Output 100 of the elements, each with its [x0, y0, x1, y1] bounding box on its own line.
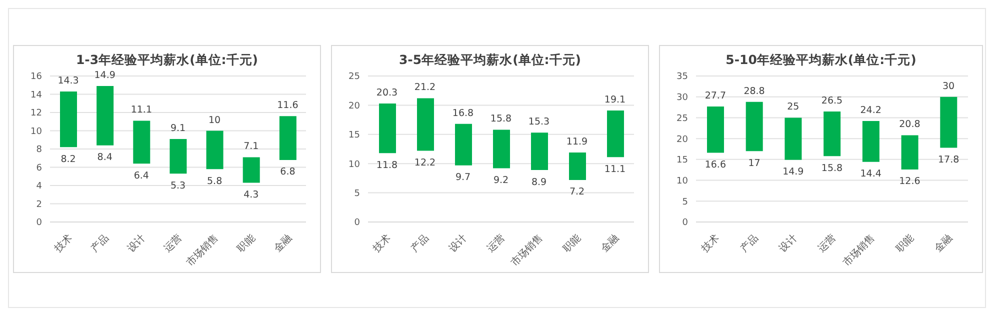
y-tick-label: 15: [348, 130, 360, 141]
y-tick-label: 25: [676, 114, 688, 124]
bar: [455, 124, 472, 166]
x-tick-label: 职能: [893, 232, 916, 255]
chart-title: 1-3年经验平均薪水(单位:千元): [74, 52, 259, 69]
x-tick-label: 市场销售: [840, 232, 878, 269]
x-tick-label: 设计: [446, 232, 470, 255]
bar: [901, 135, 918, 170]
annotation: 5.3: [170, 180, 186, 192]
x-tick-label: 技术: [370, 232, 394, 256]
bar: [531, 132, 548, 170]
bar: [133, 120, 150, 164]
y-tick-label: 20: [676, 134, 688, 145]
y-tick-label: 15: [676, 156, 688, 166]
annotation: 26.5: [821, 95, 843, 106]
annotation: 11.9: [566, 136, 588, 148]
bar: [60, 92, 77, 148]
annotation: 14.9: [782, 166, 804, 178]
annotation: 19.1: [604, 94, 626, 106]
annotation: 16.6: [704, 160, 726, 170]
x-tick-label: 职能: [560, 232, 584, 255]
bar: [784, 118, 802, 160]
annotation: 10: [208, 114, 221, 126]
annotation: 9.2: [493, 175, 509, 186]
annotation: 5.8: [207, 176, 222, 187]
bar: [417, 98, 434, 151]
bar: [862, 121, 880, 162]
y-tick-label: 6: [36, 163, 42, 174]
y-tick-label: 10: [676, 176, 688, 186]
bar: [824, 111, 841, 156]
annotation: 8.2: [60, 154, 76, 165]
bar: [206, 130, 224, 170]
annotation: 15.8: [821, 162, 843, 174]
x-tick-label: 金融: [598, 232, 622, 255]
annotation: 11.6: [277, 100, 298, 112]
bar: [607, 110, 624, 158]
annotation: 6.8: [280, 166, 296, 178]
y-tick-label: 5: [354, 188, 360, 199]
x-tick-label: 产品: [408, 232, 432, 255]
y-tick-label: 14: [30, 90, 42, 100]
annotation: 11.1: [130, 104, 152, 116]
annotation: 20.3: [376, 87, 398, 98]
annotation: 9.7: [455, 172, 471, 184]
y-tick-label: 10: [30, 126, 42, 137]
y-tick-label: 0: [354, 218, 360, 228]
annotation: 12.6: [899, 176, 920, 188]
annotation: 28.8: [744, 86, 765, 97]
annotation: 30: [942, 80, 955, 92]
x-tick-label: 设计: [125, 232, 148, 255]
annotation: 14.4: [860, 168, 882, 180]
chart-title: 5-10年经验平均薪水(单位:千元): [724, 52, 918, 69]
y-tick-label: 16: [30, 72, 42, 82]
x-tick-label: 金融: [932, 232, 955, 255]
y-tick-label: 20: [348, 101, 360, 112]
annotation: 17: [748, 158, 760, 169]
bar: [96, 86, 114, 146]
x-tick-label: 市场销售: [508, 232, 546, 269]
x-tick-label: 技术: [698, 232, 722, 256]
bar: [707, 106, 724, 153]
annotation: 27.7: [704, 90, 726, 102]
y-tick-label: 0: [682, 218, 688, 228]
annotation: 8.4: [97, 152, 112, 164]
y-tick-label: 8: [36, 145, 42, 156]
annotation: 4.3: [244, 190, 259, 201]
x-tick-label: 运营: [484, 232, 508, 255]
x-tick-label: 金融: [271, 232, 294, 255]
x-tick-label: 技术: [51, 232, 75, 256]
annotation: 14.9: [94, 70, 116, 82]
x-tick-label: 产品: [738, 232, 761, 255]
y-tick-label: 0: [36, 218, 42, 228]
annotation: 17.8: [938, 154, 960, 166]
annotation: 20.8: [899, 119, 920, 130]
x-tick-label: 产品: [88, 232, 112, 255]
y-tick-label: 25: [348, 72, 360, 82]
y-tick-label: 10: [348, 160, 360, 170]
bar: [746, 102, 763, 152]
annotation: 25: [787, 102, 800, 113]
x-tick-label: 运营: [816, 232, 838, 255]
bar: [170, 138, 187, 174]
y-tick-label: 5: [682, 197, 688, 208]
bar: [493, 130, 510, 168]
annotation: 7.1: [244, 141, 259, 152]
chart-title: 3-5年经验平均薪水(单位:千元): [398, 52, 582, 69]
annotation: 16.8: [452, 108, 474, 119]
annotation: 15.3: [528, 116, 550, 128]
y-tick-label: 2: [36, 200, 42, 210]
annotation: 21.2: [414, 82, 436, 94]
annotation: 11.1: [604, 164, 626, 175]
bar: [940, 96, 958, 148]
y-tick-label: 12: [30, 108, 42, 119]
bar: [569, 152, 586, 180]
y-tick-label: 30: [676, 93, 688, 104]
annotation: 24.2: [860, 105, 882, 116]
x-tick-label: 市场销售: [184, 232, 221, 269]
annotation: 11.8: [376, 160, 398, 171]
x-tick-label: 运营: [162, 232, 184, 255]
annotation: 15.8: [490, 114, 512, 125]
x-tick-label: 设计: [776, 232, 800, 255]
bar: [242, 157, 260, 183]
annotation: 6.4: [134, 170, 149, 182]
